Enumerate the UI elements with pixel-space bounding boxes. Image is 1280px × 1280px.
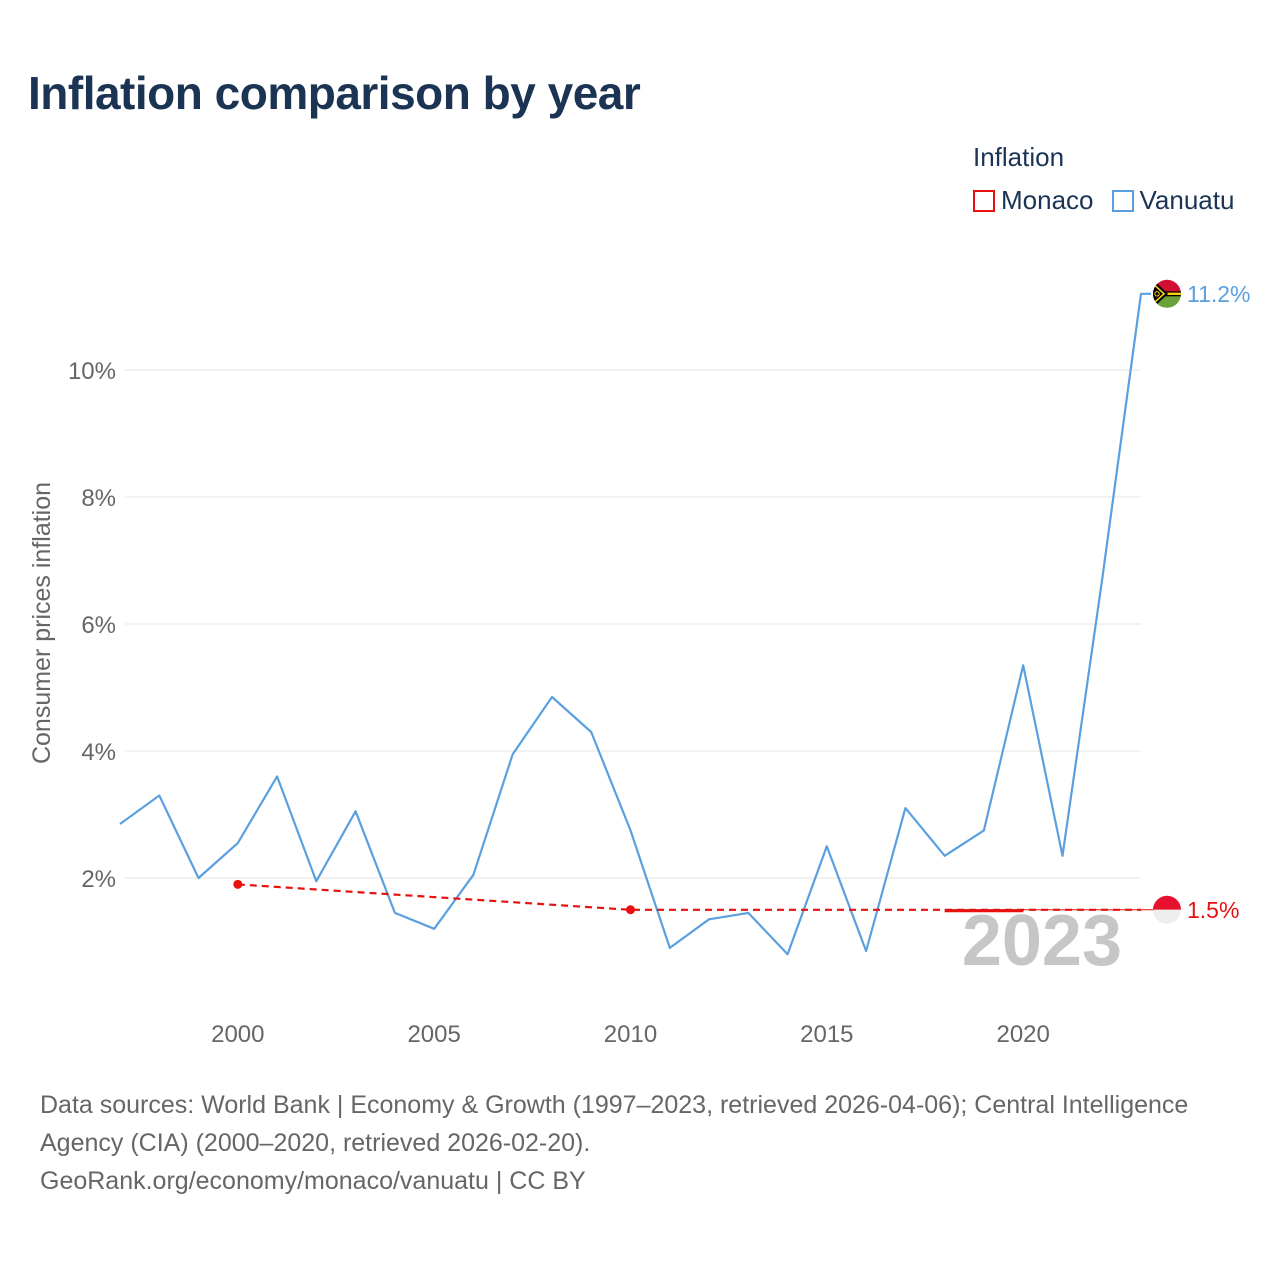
sources-text: Data sources: World Bank | Economy & Gro…: [40, 1091, 1189, 1157]
vanuatu-flag-icon: [1153, 279, 1181, 308]
x-tick-label: 2020: [996, 1021, 1049, 1048]
page-title: Inflation comparison by year: [28, 67, 641, 119]
vanuatu-swatch-icon: [1111, 189, 1134, 212]
legend-label-monaco: Monaco: [1001, 185, 1094, 215]
legend-item-vanuatu[interactable]: Vanuatu: [1111, 185, 1235, 216]
y-tick-label: 8%: [81, 485, 116, 512]
x-tick-label: 2015: [800, 1021, 853, 1048]
legend-title: Inflation: [973, 142, 1065, 172]
line-chart: Consumer prices inflation 2% 4% 6% 8% 10% 20…: [28, 279, 1251, 1048]
end-value-label-monaco: 1.5%: [1187, 897, 1239, 923]
data-point-monaco[interactable]: [626, 905, 635, 915]
y-axis-label: Consumer prices inflation: [28, 482, 56, 764]
y-tick-label: 6%: [81, 612, 116, 639]
credit-link[interactable]: GeoRank.org/economy/monaco/vanuatu | CC …: [40, 1167, 586, 1195]
legend: Inflation Monaco Vanuatu: [973, 142, 1234, 216]
y-tick-label: 4%: [81, 739, 116, 766]
x-tick-label: 2000: [211, 1021, 264, 1048]
year-watermark: 2023: [962, 901, 1122, 981]
legend-item-monaco[interactable]: Monaco: [973, 185, 1094, 216]
data-point-monaco[interactable]: [233, 879, 243, 889]
y-tick-label: 10%: [68, 358, 116, 385]
series-line-vanuatu: [119, 292, 1151, 956]
end-value-label-vanuatu: 11.2%: [1187, 281, 1251, 307]
x-tick-label: 2010: [604, 1021, 657, 1048]
legend-label-vanuatu: Vanuatu: [1139, 185, 1235, 215]
monaco-flag-icon: [1153, 895, 1181, 924]
data-sources: Data sources: World Bank | Economy & Gro…: [40, 1086, 1240, 1200]
x-tick-label: 2005: [407, 1021, 460, 1048]
y-tick-label: 2%: [81, 866, 116, 893]
monaco-swatch-icon: [973, 189, 995, 212]
